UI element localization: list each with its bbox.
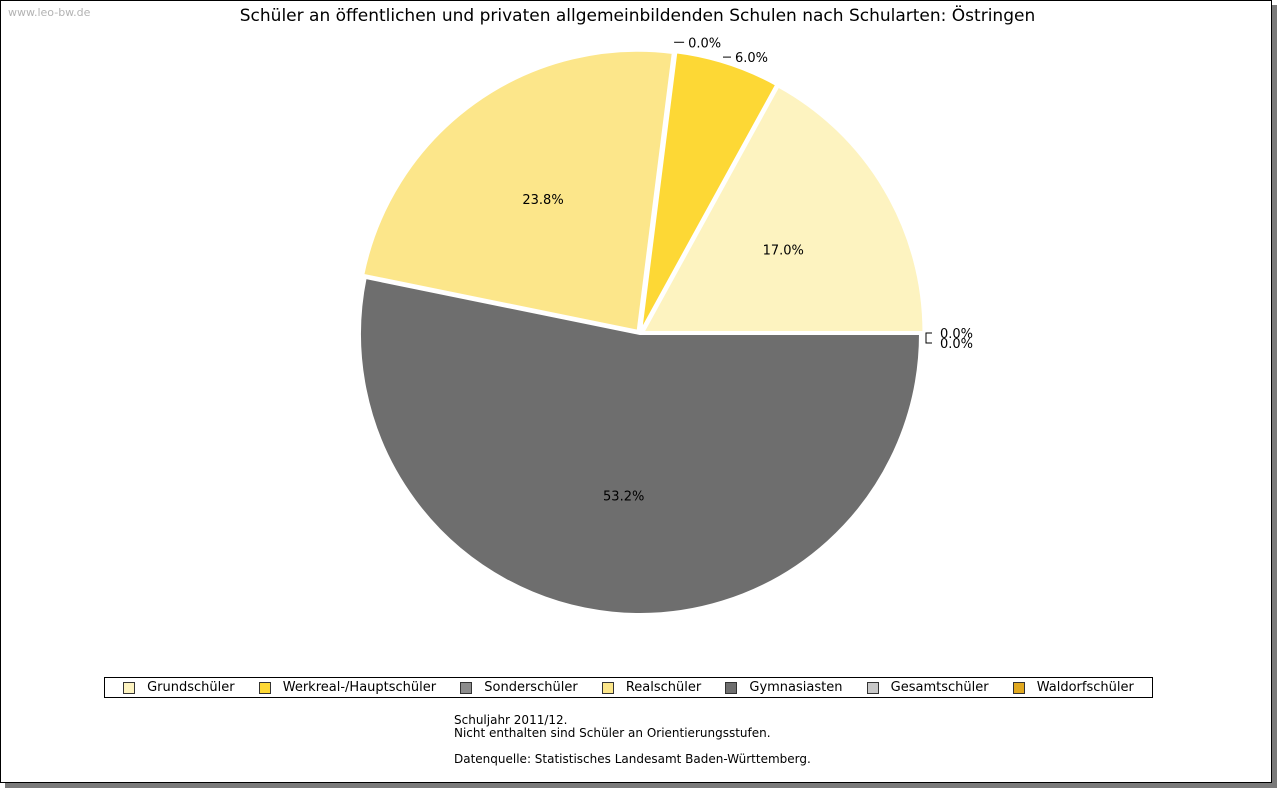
- legend-item-0: Grundschüler: [123, 680, 235, 695]
- note-source: Datenquelle: Statistisches Landesamt Bad…: [454, 752, 811, 766]
- legend-item-4: Gymnasiasten: [725, 680, 842, 695]
- slice-label-4: 53.2%: [603, 490, 644, 505]
- legend-item-3: Realschüler: [601, 680, 702, 695]
- slice-label-0: 17.0%: [763, 243, 804, 258]
- watermark: www.leo-bw.de: [8, 6, 91, 19]
- slice-label-6: 0.0%: [940, 337, 973, 352]
- leader-line-5: [925, 332, 932, 344]
- legend-swatch-4: [725, 681, 738, 694]
- legend-label-5: Gesamtschüler: [890, 680, 989, 695]
- chart-notes: Schuljahr 2011/12. Nicht enthalten sind …: [454, 714, 811, 766]
- legend-swatch-3: [601, 681, 614, 694]
- legend: Grundschüler Werkreal-/Hauptschüler Sonder…: [104, 677, 1153, 698]
- pie-slice-werkreal-hauptsch-ler: [640, 51, 778, 331]
- legend-label-0: Grundschüler: [147, 680, 235, 695]
- legend-swatch-6: [1012, 681, 1025, 694]
- pie-slice-realsch-ler: [362, 49, 674, 332]
- pie-slice-gymnasiasten: [359, 276, 922, 616]
- slice-label-1: 6.0%: [735, 51, 768, 66]
- chart-title: Schüler an öffentlichen und privaten all…: [239, 6, 1036, 26]
- legend-swatch-1: [258, 681, 271, 694]
- legend-item-2: Sonderschüler: [460, 680, 578, 695]
- legend-label-3: Realschüler: [625, 680, 702, 695]
- legend-item-1: Werkreal-/Hauptschüler: [258, 680, 437, 695]
- legend-item-5: Gesamtschüler: [866, 680, 989, 695]
- legend-item-6: Waldorfschüler: [1012, 680, 1134, 695]
- legend-label-4: Gymnasiasten: [749, 680, 843, 695]
- note-exclusion: Nicht enthalten sind Schüler an Orientie…: [454, 726, 771, 740]
- legend-label-6: Waldorfschüler: [1036, 680, 1134, 695]
- slice-label-2: 0.0%: [688, 36, 721, 51]
- legend-swatch-0: [123, 681, 136, 694]
- slice-label-5: 0.0%: [940, 327, 973, 342]
- legend-swatch-5: [866, 681, 879, 694]
- legend-label-2: Sonderschüler: [484, 680, 578, 695]
- legend-swatch-2: [460, 681, 473, 694]
- pie-slice-grundsch-ler: [641, 85, 925, 333]
- slice-label-3: 23.8%: [522, 193, 563, 208]
- note-school-year: Schuljahr 2011/12.: [454, 713, 568, 727]
- legend-label-1: Werkreal-/Hauptschüler: [282, 680, 437, 695]
